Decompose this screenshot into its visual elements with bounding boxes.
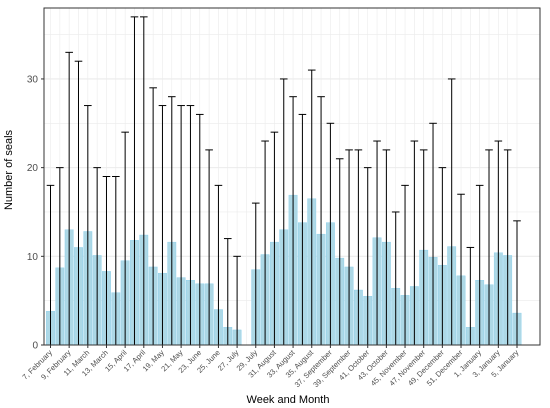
y-tick-label: 30 <box>27 74 39 85</box>
panel-border <box>43 7 541 346</box>
y-axis-title: Number of seals <box>3 129 15 210</box>
y-tick-label: 0 <box>32 341 38 352</box>
y-tick-label: 10 <box>27 252 39 263</box>
y-tick-label: 20 <box>27 163 39 174</box>
y-axis-ticks: 0 10 20 30 <box>27 74 44 352</box>
x-axis-title: Week and Month <box>247 394 330 406</box>
